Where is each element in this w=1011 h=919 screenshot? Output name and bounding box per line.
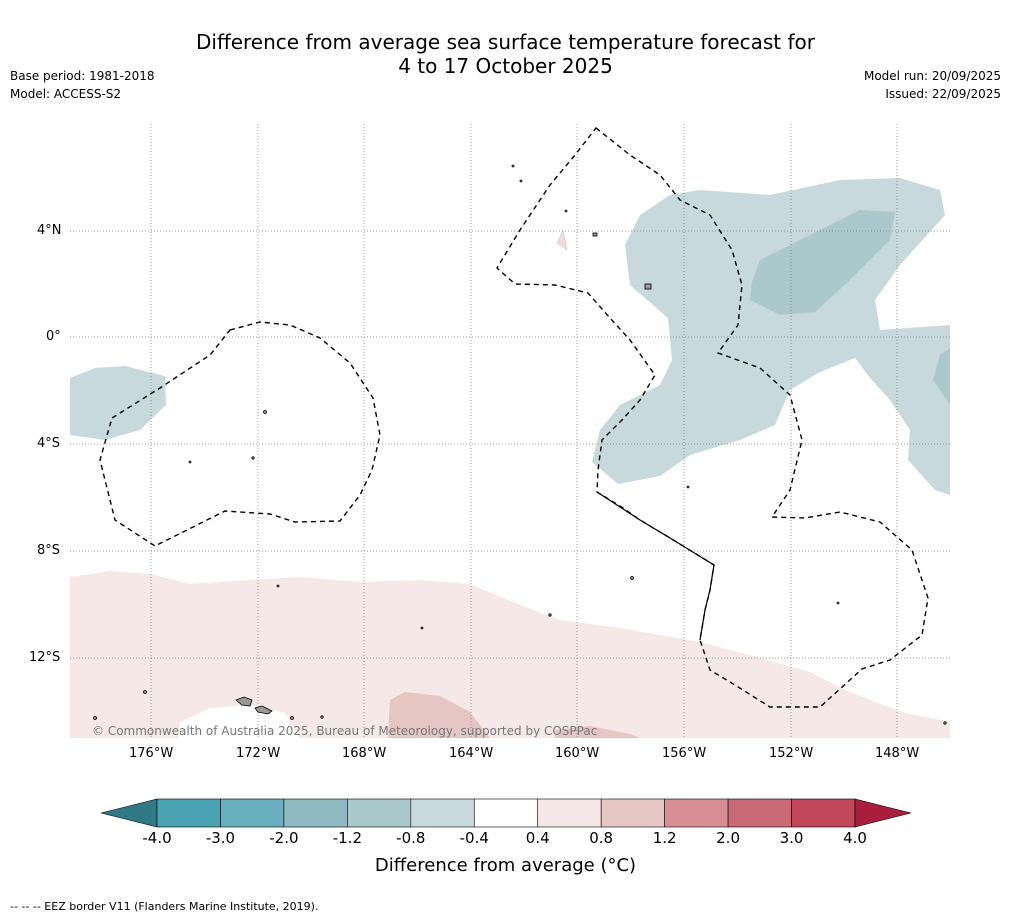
- lon-label-160w: 160°W: [555, 746, 600, 761]
- model-name: Model: ACCESS-S2: [10, 87, 122, 101]
- island-tokelau-2: [251, 456, 255, 460]
- warm-anomaly-south: [70, 571, 950, 738]
- island-swains: [188, 460, 192, 464]
- colorbar: [100, 798, 912, 828]
- colorbar-swatch: [537, 798, 602, 828]
- colorbar-tick-label: -0.4: [459, 829, 489, 847]
- colorbar-tick-label: -1.2: [332, 829, 362, 847]
- lon-label-176w: 176°W: [129, 746, 174, 761]
- chart-title: Difference from average sea surface temp…: [0, 30, 1011, 78]
- copyright-notice: © Commonwealth of Australia 2025, Bureau…: [92, 724, 598, 738]
- colorbar-tick-label: 2.0: [716, 829, 740, 847]
- island-jarvis: [592, 232, 598, 237]
- island-tokelau-1: [263, 410, 267, 414]
- island-american-samoa: [320, 715, 324, 719]
- island-malden: [686, 485, 690, 489]
- lon-label-164w: 164°W: [449, 746, 494, 761]
- colorbar-label-main: Difference from average (: [374, 855, 608, 876]
- island-samoa-upolu: [254, 705, 273, 715]
- colorbar-swatch: [410, 798, 475, 828]
- title-line-1: Difference from average sea surface temp…: [195, 30, 815, 54]
- issued-date: Issued: 22/09/2025: [885, 87, 1001, 101]
- colorbar-tick-label: -0.8: [396, 829, 426, 847]
- island-samoa-savaii: [235, 696, 253, 707]
- colorbar-tick-label: 0.8: [589, 829, 614, 847]
- eez-tokelau: [99, 321, 381, 547]
- cool-anomaly-west: [70, 366, 166, 440]
- colorbar-swatch: [791, 798, 856, 828]
- lon-label-156w: 156°W: [662, 746, 707, 761]
- lat-label-8s: 8°S: [37, 543, 61, 558]
- island-palmyra: [519, 179, 523, 183]
- colorbar-swatch: [600, 798, 665, 828]
- lat-label-4n: 4°N: [37, 223, 62, 238]
- island-futuna: [93, 716, 97, 720]
- colorbar-swatch: [283, 798, 348, 828]
- meta-left: Base period: 1981-2018 Model: ACCESS-S2: [10, 67, 155, 103]
- colorbar-swatches: [100, 798, 912, 828]
- graticule: [70, 124, 950, 738]
- colorbar-label: Difference from average (°C): [0, 855, 1011, 876]
- colorbar-extend-max: [854, 798, 912, 828]
- colorbar-ticks: -4.0 -3.0 -2.0 -1.2 -0.8 -0.4 0.4 0.8 1.2 2.0 3.0 4…: [0, 829, 1011, 851]
- colorbar-swatch: [727, 798, 792, 828]
- island-penrhyn: [630, 576, 634, 580]
- lon-label-168w: 168°W: [342, 746, 387, 761]
- lat-label-12s: 12°S: [29, 650, 61, 665]
- model-run: Model run: 20/09/2025: [863, 69, 1001, 83]
- lon-label-148w: 148°W: [875, 746, 920, 761]
- eez-borders: [99, 127, 929, 708]
- island-wallis: [143, 690, 147, 694]
- colorbar-tick-label: -3.0: [205, 829, 236, 847]
- lon-label-172w: 172°W: [236, 746, 281, 761]
- colorbar-label-unit: °C: [607, 855, 630, 876]
- warm-anomaly-core: [388, 692, 490, 738]
- warm-anomaly-patch: [556, 229, 568, 251]
- colorbar-tick-label: 0.4: [525, 829, 550, 847]
- cool-anomaly-core: [750, 210, 895, 315]
- colorbar-tick-label: 4.0: [843, 829, 867, 847]
- island-marquesas-w: [836, 601, 840, 605]
- colorbar-tick-label: -2.0: [269, 829, 299, 847]
- islands: [93, 164, 947, 725]
- colorbar-tick-label: 3.0: [779, 829, 804, 847]
- lat-label-0: 0°: [46, 329, 61, 344]
- meta-right: Model run: 20/09/2025 Issued: 22/09/2025: [864, 67, 1001, 103]
- eez-footnote: -- -- -- EEZ border V11 (Flanders Marine…: [10, 900, 319, 913]
- island-christmas: [644, 283, 652, 290]
- island-northern-cook: [276, 584, 280, 588]
- colorbar-swatch: [347, 798, 412, 828]
- island-tutuila: [290, 716, 294, 720]
- colorbar-swatch: [664, 798, 729, 828]
- colorbar-tick-label: 1.2: [652, 829, 677, 847]
- base-period: Base period: 1981-2018: [10, 69, 155, 83]
- colorbar-extend-min: [100, 798, 158, 828]
- island-kingman: [511, 164, 515, 168]
- lat-label-4s: 4°S: [37, 436, 61, 451]
- island-pukapuka: [420, 626, 424, 630]
- colorbar-swatch: [473, 798, 539, 828]
- title-line-2: 4 to 17 October 2025: [398, 54, 613, 78]
- island-tuamotu: [943, 721, 947, 725]
- lon-label-152w: 152°W: [769, 746, 814, 761]
- colorbar-swatch: [156, 798, 221, 828]
- island-jarvis-n: [564, 209, 568, 213]
- warm-anomaly-core-2: [555, 726, 640, 738]
- colorbar-swatch: [220, 798, 285, 828]
- island-manihiki: [548, 613, 552, 617]
- colorbar-label-close: ): [629, 855, 637, 876]
- eez-kiribati-line: [496, 127, 929, 708]
- cool-anomaly-edge-east: [933, 348, 950, 405]
- colorbar-tick-label: -4.0: [142, 829, 172, 847]
- eez-solid-segment: [596, 491, 715, 641]
